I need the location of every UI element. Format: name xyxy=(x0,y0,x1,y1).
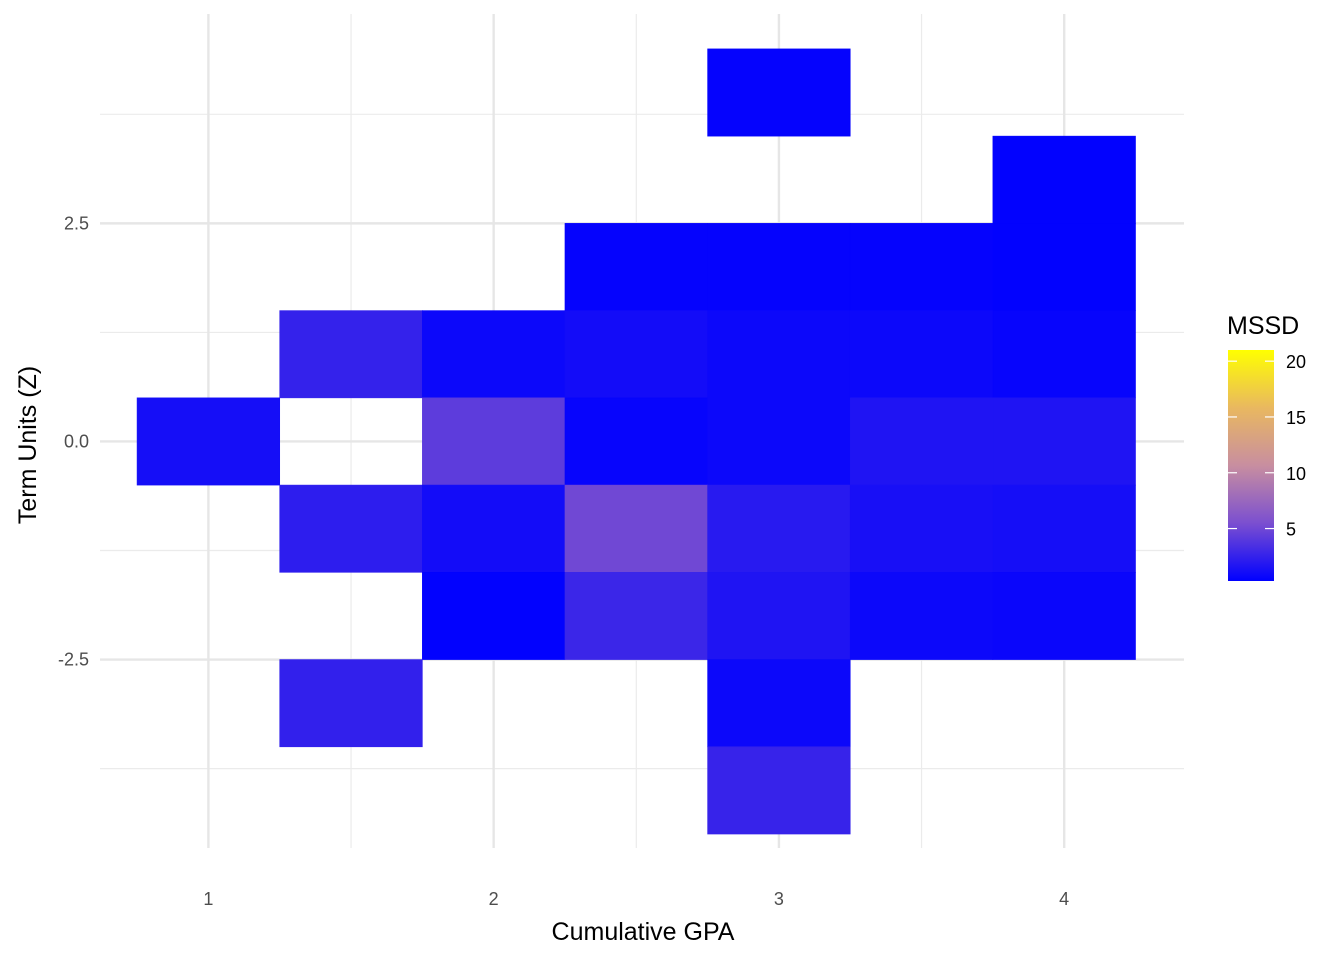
heatmap-cell xyxy=(136,397,281,486)
heatmap-cell xyxy=(707,310,851,399)
heatmap-cell xyxy=(849,397,994,486)
y-axis-title: Term Units (Z) xyxy=(14,366,42,524)
heatmap-cell xyxy=(849,572,994,660)
heatmap-cell xyxy=(279,310,423,399)
heatmap-cell xyxy=(422,572,566,660)
heatmap-cell xyxy=(992,310,1136,399)
heatmap-cell xyxy=(707,746,851,835)
heatmap-cell xyxy=(279,659,423,748)
legend-tick-label: 15 xyxy=(1286,408,1306,428)
heatmap-cell xyxy=(422,310,566,399)
y-tick-label: 2.5 xyxy=(64,213,89,233)
heatmap-cell xyxy=(707,484,851,573)
heatmap-cell xyxy=(707,397,851,486)
heatmap-cell xyxy=(992,572,1136,660)
x-tick-label: 1 xyxy=(203,889,213,909)
legend-tick-label: 20 xyxy=(1286,352,1306,372)
legend-tick-label: 10 xyxy=(1286,464,1306,484)
heatmap-cell xyxy=(707,48,851,137)
legend-title: MSSD xyxy=(1227,312,1299,340)
heatmap-cells xyxy=(136,48,1136,835)
x-tick-label: 4 xyxy=(1059,889,1069,909)
heatmap-cell xyxy=(707,572,851,660)
heatmap-cell xyxy=(422,397,566,486)
legend-tick-label: 5 xyxy=(1286,520,1296,540)
legend-ticks: 5 10 15 20 xyxy=(1228,352,1306,540)
heatmap-cell xyxy=(564,397,708,486)
heatmap-cell xyxy=(707,223,851,311)
heatmap-cell xyxy=(849,310,994,399)
y-tick-label: 0.0 xyxy=(64,431,89,451)
x-tick-label: 3 xyxy=(774,889,784,909)
heatmap-cell xyxy=(564,484,708,573)
heatmap-cell xyxy=(707,659,851,748)
heatmap-cell xyxy=(992,223,1136,311)
heatmap-cell xyxy=(422,484,566,573)
legend-color-bar xyxy=(1228,350,1274,581)
heatmap-cell xyxy=(564,223,708,311)
heatmap-cell xyxy=(279,484,423,573)
heatmap-cell xyxy=(849,484,994,573)
heatmap-cell xyxy=(992,397,1136,486)
y-axis-ticks: -2.5 0.0 2.5 xyxy=(58,213,89,669)
x-axis-title: Cumulative GPA xyxy=(552,918,735,946)
x-tick-label: 2 xyxy=(489,889,499,909)
heatmap-cell xyxy=(992,484,1136,573)
x-axis-ticks: 1 2 3 4 xyxy=(203,889,1069,909)
heatmap-cell xyxy=(564,572,708,660)
y-tick-label: -2.5 xyxy=(58,650,89,670)
color-legend: MSSD 5 10 15 20 xyxy=(1227,312,1306,581)
heatmap-cell xyxy=(992,135,1136,224)
heatmap-cell xyxy=(849,223,994,311)
heatmap-cell xyxy=(564,310,708,399)
